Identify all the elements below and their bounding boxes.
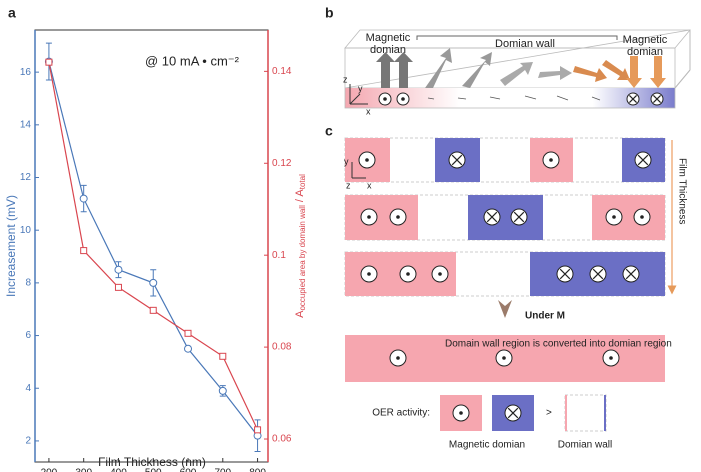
plot-frame bbox=[34, 29, 269, 463]
line bbox=[48, 62, 259, 431]
y-tick-label: 8 bbox=[25, 278, 31, 289]
symbol bbox=[652, 94, 662, 104]
symbol bbox=[612, 215, 616, 219]
x-tick-label: 400 bbox=[110, 468, 127, 472]
symbols bbox=[358, 92, 664, 422]
x-tick-label: 300 bbox=[75, 468, 92, 472]
symbol bbox=[628, 94, 638, 104]
label: > bbox=[546, 408, 552, 419]
panel-label: a bbox=[8, 5, 16, 21]
y2-tick-label: 0.08 bbox=[272, 342, 292, 353]
symbol bbox=[406, 272, 410, 276]
label: Domian wall bbox=[495, 38, 555, 50]
symbol bbox=[559, 268, 571, 280]
y-tick-label: 16 bbox=[20, 67, 32, 78]
symbol bbox=[459, 411, 463, 415]
label: Domian wall bbox=[558, 440, 612, 451]
y-tick-label: 10 bbox=[20, 225, 32, 236]
panel-label: c bbox=[325, 123, 333, 139]
symbol bbox=[365, 158, 369, 162]
label: Magnetic domian bbox=[449, 440, 525, 451]
symbol bbox=[438, 272, 442, 276]
symbol bbox=[396, 215, 400, 219]
marker bbox=[184, 344, 193, 353]
y-tick-label: 4 bbox=[25, 383, 31, 394]
symbol bbox=[367, 215, 371, 219]
y-axis-title: Increasement (mV) bbox=[4, 195, 18, 297]
symbol bbox=[451, 154, 463, 166]
axis-name: x bbox=[367, 180, 372, 190]
symbol bbox=[383, 97, 387, 101]
label: Magnetic bbox=[623, 34, 668, 46]
label: OER activity: bbox=[372, 408, 430, 419]
symbol bbox=[396, 356, 400, 360]
marker bbox=[114, 265, 123, 274]
marker bbox=[218, 386, 227, 395]
marker bbox=[219, 352, 227, 360]
y-tick-label: 2 bbox=[25, 436, 31, 447]
panel-b bbox=[344, 29, 691, 109]
symbol bbox=[609, 356, 613, 360]
label: domian bbox=[627, 46, 663, 58]
symbol bbox=[549, 158, 553, 162]
y-tick-label: 12 bbox=[20, 172, 32, 183]
symbol bbox=[502, 356, 506, 360]
marker bbox=[114, 283, 122, 291]
axis-name: z bbox=[343, 74, 348, 84]
symbol bbox=[625, 268, 637, 280]
label: Film Thickness bbox=[676, 158, 687, 225]
symbol bbox=[401, 97, 405, 101]
title-part: A bbox=[294, 310, 306, 318]
symbol bbox=[367, 272, 371, 276]
label: Magnetic bbox=[366, 32, 411, 44]
x-tick-label: 600 bbox=[180, 468, 197, 472]
x-tick-label: 800 bbox=[249, 468, 266, 472]
symbol bbox=[513, 211, 525, 223]
label: domian bbox=[370, 44, 406, 56]
marker bbox=[79, 194, 88, 203]
marker bbox=[45, 58, 53, 66]
y2-tick-label: 0.12 bbox=[272, 158, 292, 169]
y2-tick-label: 0.1 bbox=[272, 250, 286, 261]
x-tick-label: 200 bbox=[41, 468, 58, 472]
symbol bbox=[637, 154, 649, 166]
marker bbox=[149, 306, 157, 314]
title-part: occupied area by domain wall bbox=[298, 205, 307, 311]
y-tick-label: 6 bbox=[25, 330, 31, 341]
axis-name: y bbox=[358, 83, 363, 93]
symbol bbox=[486, 211, 498, 223]
label: Under M bbox=[525, 311, 565, 322]
marker bbox=[184, 329, 192, 337]
marker bbox=[254, 426, 262, 434]
axis-name: x bbox=[366, 106, 371, 116]
y2-axis-title: Aoccupied area by domain wall / Atotal bbox=[294, 174, 307, 318]
x-tick-label: 700 bbox=[214, 468, 231, 472]
axis-name: z bbox=[346, 180, 351, 190]
title-part: total bbox=[298, 174, 307, 189]
panel-c bbox=[344, 137, 677, 432]
title-part: / A bbox=[294, 189, 306, 206]
annotation: @ 10 mA • cm⁻² bbox=[145, 53, 240, 68]
symbol bbox=[592, 268, 604, 280]
panel-label: b bbox=[325, 5, 334, 21]
y2-tick-label: 0.14 bbox=[272, 66, 292, 77]
y2-tick-label: 0.06 bbox=[272, 434, 292, 445]
label: Domain wall region is converted into dom… bbox=[445, 339, 672, 350]
y-tick-label: 14 bbox=[20, 119, 32, 130]
symbol bbox=[507, 407, 519, 419]
axis-name: y bbox=[344, 156, 349, 166]
marker bbox=[80, 247, 88, 255]
marker bbox=[149, 278, 158, 287]
x-tick-label: 500 bbox=[145, 468, 162, 472]
symbol bbox=[640, 215, 644, 219]
